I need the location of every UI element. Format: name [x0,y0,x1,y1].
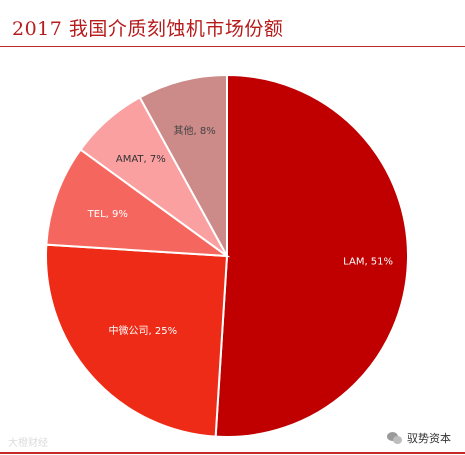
pie-slice-4 [138,73,228,257]
pie-slice-0 [214,73,409,438]
bottom-divider [0,452,465,454]
chart-title: 2017 我国介质刻蚀机市场份额 [12,18,284,40]
pie-slice-label-1: 中微公司, 25% [109,324,178,337]
wechat-account-name: 驭势资本 [407,432,451,445]
wechat-account: 驭势资本 [387,430,451,446]
title-divider [0,46,465,47]
pie-slice-label-3: AMAT, 7% [116,154,166,165]
pie-slice-label-4: 其他, 8% [173,124,215,137]
pie-slice-2 [45,148,231,258]
pie-slice-label-0: LAM, 51% [343,256,393,267]
pie-slice-label-2: TEL, 9% [87,209,128,220]
wechat-icon [387,431,403,445]
watermark-left: 大橙财经 [8,438,48,449]
pie-slice-1 [45,243,229,438]
